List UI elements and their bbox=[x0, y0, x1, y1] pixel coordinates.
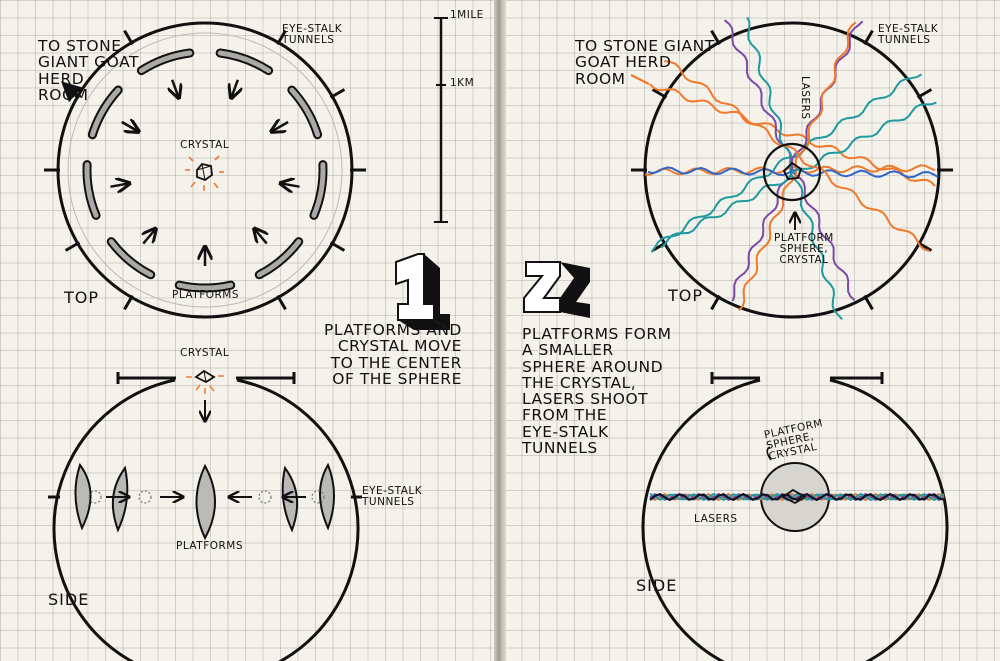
platform-arc-fill bbox=[176, 282, 234, 291]
sphere-outline-side-2 bbox=[641, 378, 949, 661]
laser-beams bbox=[644, 16, 939, 320]
platform-arcs bbox=[82, 48, 328, 293]
tunnel-notch bbox=[916, 88, 933, 99]
notebook-gutter bbox=[494, 0, 506, 661]
platform-arc-fill bbox=[311, 162, 326, 218]
p1-top-title: TOP bbox=[64, 288, 100, 307]
laser-beam bbox=[664, 60, 930, 252]
exit-laser bbox=[630, 74, 650, 85]
laser-beam bbox=[723, 19, 856, 301]
p2-side-title: SIDE bbox=[636, 576, 678, 595]
tunnel-notch bbox=[863, 294, 874, 311]
tunnel-notch bbox=[710, 29, 721, 46]
p1-caption: PLATFORMS AND CRYSTAL MOVE TO THE CENTER… bbox=[324, 321, 462, 388]
tunnel-notches-2 bbox=[631, 29, 953, 311]
side-laser-beam bbox=[649, 492, 945, 502]
tunnel-notch bbox=[276, 294, 287, 311]
panel2-top-view bbox=[630, 16, 953, 320]
tunnel-notch bbox=[123, 294, 134, 311]
left-page bbox=[0, 0, 496, 661]
laser-beam bbox=[649, 83, 936, 187]
inward-arrow bbox=[143, 230, 155, 245]
laser-beam bbox=[647, 166, 939, 179]
platform-arc-fill bbox=[89, 87, 121, 138]
scale-mile-label: 1MILE bbox=[450, 9, 484, 21]
tunnel-notch bbox=[329, 241, 346, 252]
p2-side-lasers-label: LASERS bbox=[694, 513, 738, 525]
inward-arrow bbox=[282, 184, 300, 187]
crystal-icon-2 bbox=[782, 161, 803, 181]
sphere-outline-side bbox=[52, 378, 360, 661]
laser-beam bbox=[746, 16, 843, 320]
p2-top-title: TOP bbox=[668, 286, 704, 305]
inward-arrow bbox=[121, 122, 138, 131]
inward-arrow bbox=[110, 184, 128, 187]
panel2-side-view bbox=[641, 372, 949, 661]
tunnel-notch bbox=[710, 294, 721, 311]
p2-caption: PLATFORMS FORM A SMALLER SPHERE AROUND T… bbox=[522, 325, 672, 457]
platform-sphere bbox=[762, 142, 822, 202]
platform-arc-fill bbox=[108, 239, 154, 278]
p1-side-title: SIDE bbox=[48, 590, 90, 609]
tunnel-notch bbox=[123, 29, 134, 46]
p2-tunnels-label: EYE-STALK TUNNELS bbox=[878, 23, 939, 47]
p1-tunnels-label: EYE-STALK TUNNELS bbox=[282, 23, 343, 47]
p1-side-crystal-label: CRYSTAL bbox=[180, 347, 230, 359]
p1-exit-label: TO STONE GIANT GOAT HERD ROOM bbox=[38, 37, 139, 104]
step-number-2 bbox=[523, 261, 590, 318]
side-crystal-icon bbox=[186, 369, 224, 394]
platform-arc-fill bbox=[138, 50, 193, 74]
p1-platforms-label: PLATFORMS bbox=[172, 289, 240, 301]
panel1-side-view bbox=[48, 369, 362, 661]
panel1-top-view bbox=[44, 21, 366, 319]
side-laser-beam bbox=[649, 492, 945, 502]
right-page bbox=[504, 0, 1000, 661]
platform-arc-fill bbox=[217, 50, 272, 74]
center-platform bbox=[195, 463, 216, 541]
inward-arrow bbox=[273, 122, 289, 131]
tunnel-notch bbox=[651, 88, 668, 99]
tunnel-notch bbox=[329, 88, 346, 99]
inward-arrow bbox=[172, 79, 178, 97]
side-crystal-icon-2 bbox=[781, 488, 807, 505]
side-laser-beams bbox=[649, 492, 945, 502]
platform-arc-fill bbox=[84, 162, 99, 218]
scale-bar bbox=[434, 17, 448, 223]
scale-km-label: 1KM bbox=[450, 77, 475, 89]
p2-lasers-label: LASERS bbox=[799, 76, 811, 120]
step-number-1 bbox=[395, 253, 450, 330]
p2-center-label: PLATFORM SPHERE, CRYSTAL bbox=[774, 232, 834, 267]
p1-side-platforms-label: PLATFORMS bbox=[176, 540, 244, 552]
inward-arrow bbox=[255, 230, 267, 245]
laser-beam bbox=[660, 101, 937, 249]
tunnel-notch bbox=[276, 29, 287, 46]
sphere-inner-ring bbox=[67, 32, 343, 308]
p1-crystal-label: CRYSTAL bbox=[180, 139, 230, 151]
laser-beam bbox=[650, 73, 923, 253]
crystal-icon bbox=[185, 155, 224, 191]
p2-exit-label: TO STONE GIANT GOAT HERD ROOM bbox=[575, 37, 715, 88]
tunnel-notch bbox=[64, 241, 81, 252]
tunnel-notch bbox=[863, 29, 874, 46]
platform-arc-fill bbox=[256, 239, 302, 278]
inward-arrows bbox=[110, 79, 300, 266]
p1-side-tunnels-label: EYE-STALK TUNNELS bbox=[362, 485, 423, 509]
exit-arrow bbox=[61, 81, 83, 103]
platform-arc-fill bbox=[289, 87, 321, 138]
inward-arrow bbox=[232, 79, 238, 97]
